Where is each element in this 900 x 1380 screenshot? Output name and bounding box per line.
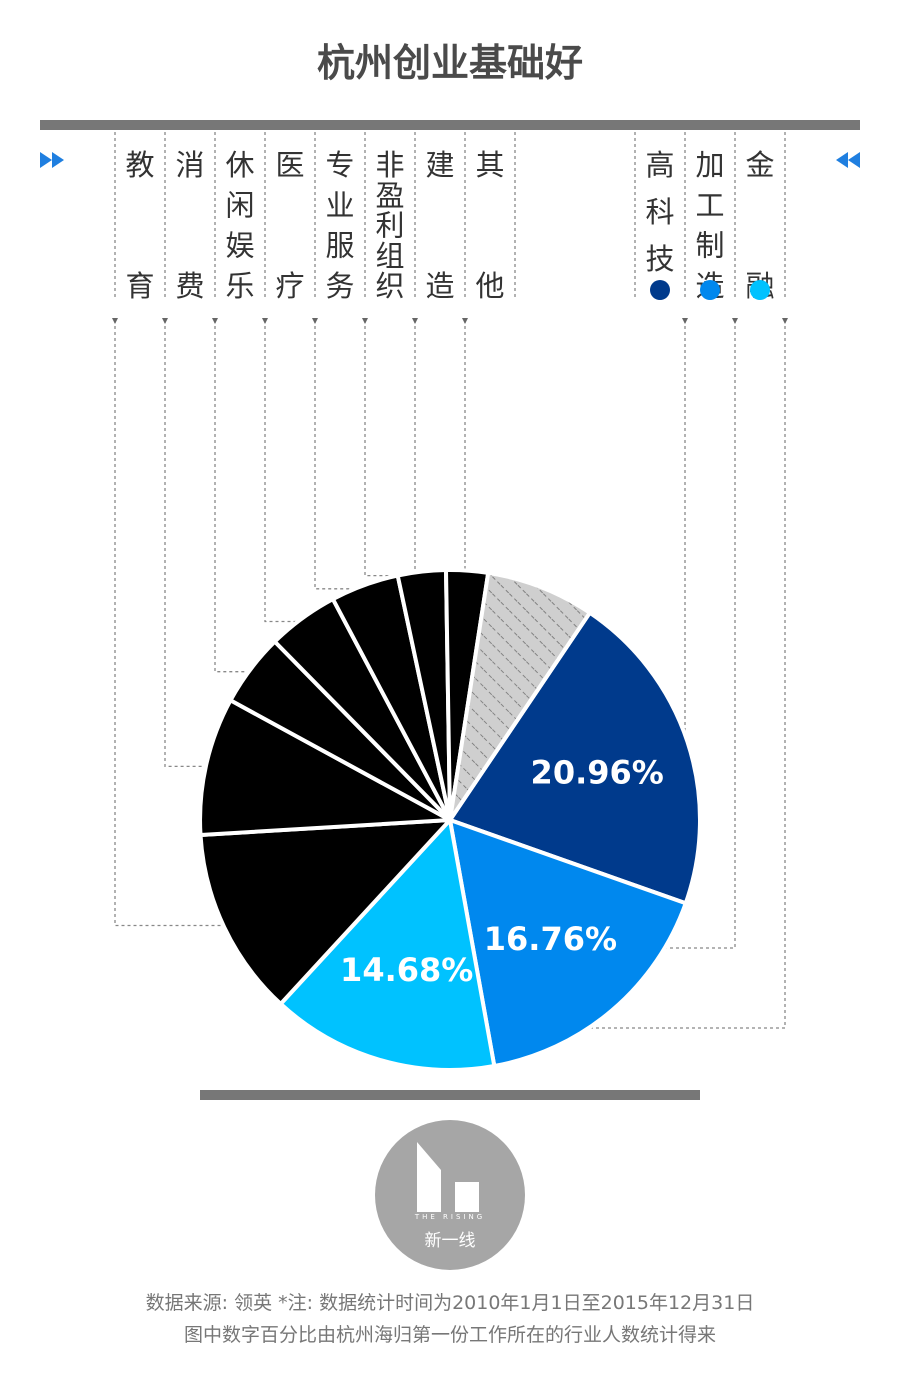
category-label-char: 医 [275,148,304,182]
leader-line [164,320,210,768]
category-label-char: 他 [475,269,504,303]
category-label-char: 加 [695,148,724,182]
category-label-char: 盈 [375,178,404,212]
category-label-char: 消 [175,148,204,182]
category-label-char: 科 [645,195,674,229]
leader-arrow [162,318,168,324]
category-label-char: 闲 [225,188,254,222]
category-label-char: 金 [745,148,774,182]
leader-arrow [782,318,788,324]
category-label-char: 非 [375,148,404,182]
category-label-char: 专 [325,148,354,182]
brand-logo: THE RISING 新一线 [375,1120,525,1270]
category-label-char: 乐 [225,269,254,303]
pie-slice-10 [448,570,592,822]
category-label-char: 服 [325,229,354,263]
leader-arrow [112,318,118,324]
category-label-char: 务 [325,269,354,303]
leader-arrow [362,318,368,324]
category-label-char: 工 [695,188,724,222]
category-label-char: 业 [325,188,354,222]
pie-slice-1 [448,818,688,1068]
leader-arrow [262,318,268,324]
footnote-source: 数据来源: 领英 *注: 数据统计时间为2010年1月1日至2015年12月31… [145,1292,755,1314]
pie-slice-3 [198,818,452,1006]
leader-arrow [682,318,688,324]
category-label-char: 造 [425,269,454,303]
leader-line [214,320,254,673]
category-label-char: 教 [125,148,154,182]
chart-title: 杭州创业基础好 [316,41,583,85]
legend-dot [650,280,670,300]
double-chevron-right-icon [40,152,64,168]
double-chevron-left-icon [836,152,860,168]
leader-line [264,320,305,623]
category-label-char: 其 [475,148,504,182]
slice-value-label: 16.76% [484,920,617,958]
footnote-method: 图中数字百分比由杭州海归第一份工作所在的行业人数统计得来 [183,1324,716,1346]
category-label-char: 建 [425,148,454,182]
top-divider [40,120,860,130]
leader-arrow [212,318,218,324]
leader-line [114,320,228,927]
leader-arrow [732,318,738,324]
leader-arrow [312,318,318,324]
leader-line [314,320,366,590]
slice-value-label: 20.96% [531,753,664,791]
legend-dot [750,280,770,300]
slice-value-label: 14.68% [340,951,473,989]
leader-line [364,320,423,577]
leader-line [464,320,540,592]
leader-arrow [462,318,468,324]
category-label-char: 利 [375,209,404,243]
pie-slice-2 [278,818,497,1072]
logo-mark-icon [417,1142,479,1212]
category-label-char: 高 [645,148,674,182]
category-label-char: 织 [375,269,404,303]
category-label-char: 技 [645,242,674,276]
category-label-char: 休 [225,148,254,182]
legend-dot [700,280,720,300]
pie-slice-4 [198,698,452,837]
leader-line [414,320,467,576]
leader-line [420,320,786,1029]
category-label-char: 娱 [225,229,254,263]
pie-slice-0 [448,610,702,906]
bottom-divider [200,1090,700,1100]
category-label-char: 疗 [275,269,304,303]
leader-arrow [412,318,418,324]
logo-name: 新一线 [424,1231,476,1251]
category-label-char: 费 [175,269,204,303]
category-label-char: 制 [695,229,724,263]
category-label-char: 组 [375,239,404,273]
category-label-char: 育 [125,269,154,303]
logo-subtitle: THE RISING [414,1213,486,1221]
